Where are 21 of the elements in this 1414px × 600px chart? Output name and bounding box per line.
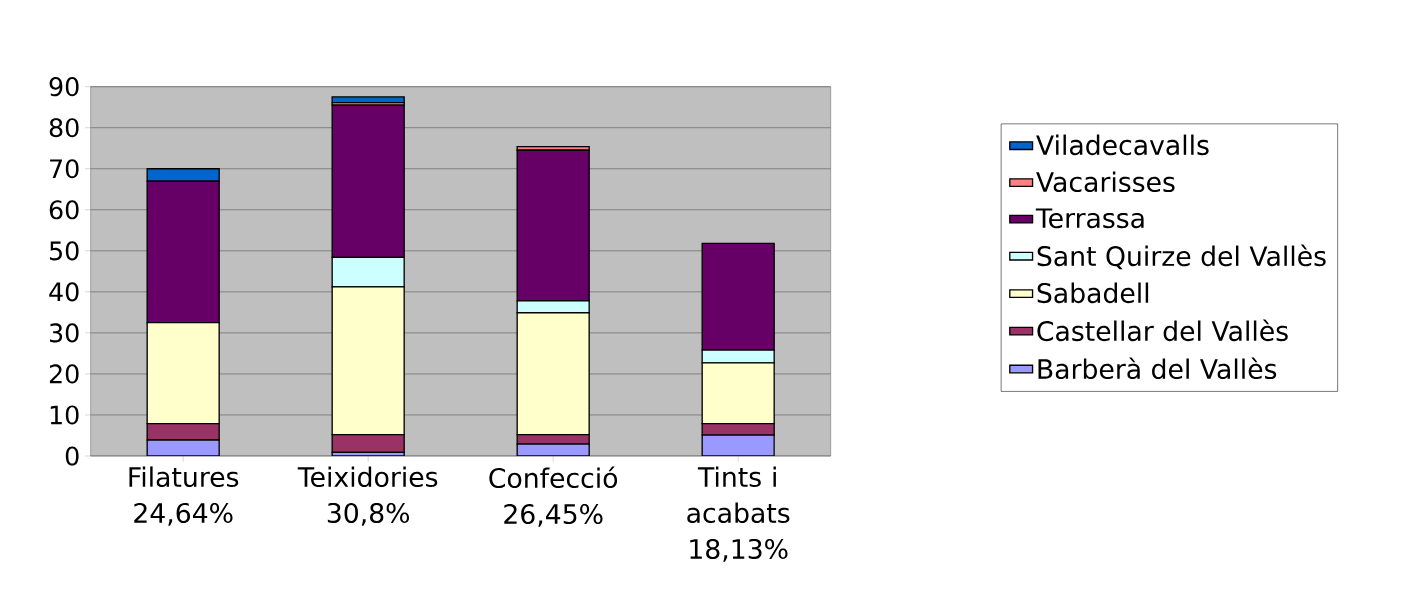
- legend-label: Sabadell: [1037, 282, 1149, 304]
- legend-label: Viladecavalls: [1036, 134, 1209, 156]
- y-tick-label: 70: [50, 159, 79, 179]
- legend-label: Castellar del Vallès: [1037, 319, 1288, 342]
- y-tick-label: 50: [49, 241, 79, 261]
- y-tick-label: 30: [49, 323, 79, 343]
- legend-label: Barberà del Vallès: [1038, 357, 1277, 380]
- legend-label: Vacarisses: [1036, 171, 1175, 193]
- x-tick-label: Filatures 24,64%: [129, 466, 239, 526]
- y-tick-label: 60: [49, 200, 79, 220]
- y-tick-label: 0: [65, 446, 79, 466]
- x-tick-label: Teixidories 30,8%: [297, 466, 438, 526]
- y-tick-label: 10: [50, 405, 79, 425]
- legend-label: Sant Quirze del Vallès: [1037, 244, 1326, 270]
- x-tick-label: Confecció 26,45%: [489, 466, 618, 527]
- legend-label: Terrassa: [1035, 208, 1144, 229]
- y-tick-label: 40: [49, 282, 79, 302]
- y-tick-label: 80: [49, 118, 79, 138]
- y-tick-label: 90: [49, 77, 79, 97]
- y-tick-label: 20: [49, 364, 79, 384]
- x-tick-label: Tints i acabats 18,13%: [687, 466, 790, 562]
